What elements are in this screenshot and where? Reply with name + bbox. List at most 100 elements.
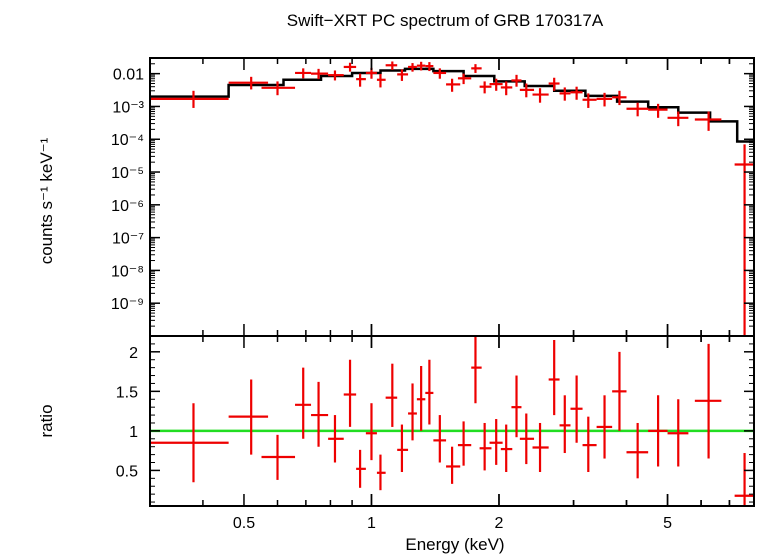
y-tick-label: 10⁻⁸ <box>111 263 144 280</box>
ratio-point <box>596 395 613 459</box>
data-point <box>261 81 296 96</box>
x-tick-label: 1 <box>367 515 376 532</box>
ratio-point <box>612 351 627 431</box>
data-point <box>397 69 409 81</box>
ratio-point <box>328 415 344 463</box>
x-axis-ticks <box>149 58 755 336</box>
y-axis-label-top: counts s⁻¹ keV⁻¹ <box>37 137 56 264</box>
data-point <box>376 73 386 88</box>
data-point <box>734 144 754 336</box>
data-point <box>648 103 668 118</box>
ratio-point <box>295 367 312 439</box>
data-point <box>471 64 482 73</box>
ratio-point <box>356 449 366 488</box>
data-point <box>150 90 229 108</box>
ratio-point <box>311 381 329 447</box>
data-point <box>519 83 535 98</box>
data-point <box>228 76 269 90</box>
ratio-point <box>408 383 417 441</box>
x-tick-label: 5 <box>663 515 672 532</box>
data-point <box>311 68 329 80</box>
y-tick-label: 0.01 <box>113 67 144 84</box>
top-panel-frame <box>149 57 755 337</box>
y-axis-ticks: 0.01 10⁻³ 10⁻⁴ 10⁻⁵ 10⁻⁶ 10⁻⁷ 10⁻⁸ 10⁻⁹ <box>111 63 754 327</box>
ratio-point <box>228 379 269 455</box>
data-point <box>626 102 649 117</box>
x-tick-label: 2 <box>495 515 504 532</box>
ratio-point <box>479 422 492 471</box>
data-point <box>446 78 461 92</box>
ratio-point <box>570 375 583 443</box>
data-point <box>582 93 597 108</box>
data-point <box>694 111 722 131</box>
ratio-tick-label: 1.5 <box>116 384 138 401</box>
ratio-tick-label: 0.5 <box>116 463 138 480</box>
ratio-points <box>150 336 754 506</box>
ratio-point <box>734 453 754 506</box>
data-point <box>489 78 503 91</box>
ratio-point <box>433 415 447 463</box>
data-point <box>612 90 627 106</box>
ratio-tick-label: 1 <box>129 424 138 441</box>
ratio-tick-label: 2 <box>129 345 138 362</box>
ratio-point <box>397 424 409 472</box>
y-tick-label: 10⁻⁴ <box>111 132 144 149</box>
data-point <box>532 88 549 103</box>
ratio-point <box>582 416 597 472</box>
data-point <box>356 73 366 87</box>
ratio-point <box>416 366 426 431</box>
ratio-point <box>667 399 689 467</box>
data-point <box>425 62 434 72</box>
bottom-panel: 0.5 1 1.5 2 0.5 1 2 5 <box>116 335 755 532</box>
ratio-point <box>626 422 649 479</box>
ratio-point <box>511 375 522 438</box>
y-tick-label: 10⁻⁹ <box>111 296 144 313</box>
ratio-point <box>532 422 549 472</box>
y-tick-label: 10⁻³ <box>112 99 144 116</box>
data-point <box>667 111 689 127</box>
data-point <box>511 74 522 87</box>
data-point <box>457 73 472 85</box>
ratio-point <box>471 336 482 404</box>
y-tick-label: 10⁻⁵ <box>111 165 144 182</box>
y-axis-label-bottom: ratio <box>37 404 56 437</box>
data-point <box>596 92 613 107</box>
y-tick-label: 10⁻⁷ <box>112 231 144 248</box>
data-point <box>295 68 312 79</box>
data-point <box>548 77 560 91</box>
data-point <box>416 61 426 71</box>
x-axis-ticks-bottom: 0.5 1 2 5 <box>149 336 755 532</box>
ratio-point <box>376 454 386 491</box>
data-point <box>500 81 513 96</box>
ratio-point <box>694 343 722 459</box>
ratio-point <box>559 395 571 454</box>
ratio-point <box>261 434 296 480</box>
ratio-point <box>446 446 461 484</box>
data-point <box>328 70 344 81</box>
ratio-point <box>343 359 357 427</box>
ratio-point <box>548 339 560 416</box>
data-point <box>570 86 583 100</box>
ratio-point <box>500 424 513 472</box>
chart-title: Swift−XRT PC spectrum of GRB 170317A <box>287 11 604 30</box>
model-histogram <box>150 67 754 143</box>
x-axis-label: Energy (keV) <box>405 535 504 554</box>
bottom-panel-frame <box>149 335 755 507</box>
data-points <box>150 61 754 336</box>
data-point <box>408 63 417 72</box>
model-step-line <box>150 67 754 143</box>
data-point <box>559 87 571 101</box>
x-tick-label: 0.5 <box>233 515 255 532</box>
data-point <box>385 61 398 70</box>
ratio-point <box>425 359 434 425</box>
ratio-point <box>150 403 229 483</box>
ratio-point <box>489 419 503 465</box>
data-point <box>433 68 447 79</box>
ratio-point <box>365 403 377 461</box>
ratio-point <box>519 413 535 465</box>
ratio-point <box>385 363 398 427</box>
data-point <box>343 62 357 72</box>
top-panel: 0.01 10⁻³ 10⁻⁴ 10⁻⁵ 10⁻⁶ 10⁻⁷ 10⁻⁸ 10⁻⁹ <box>111 57 755 337</box>
y-tick-label: 10⁻⁶ <box>111 198 144 215</box>
